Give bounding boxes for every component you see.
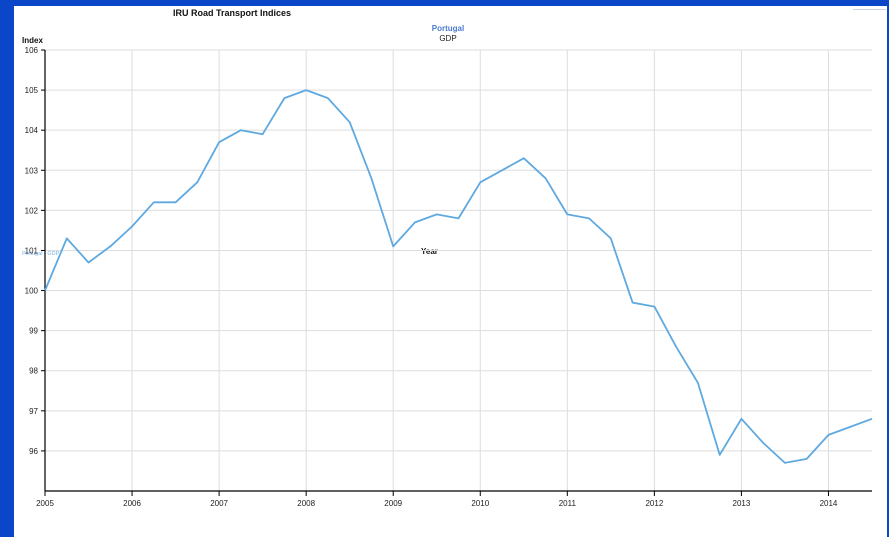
y-tick-label: 99 — [29, 327, 38, 336]
data-point — [653, 305, 655, 307]
x-tick-label: 2006 — [123, 499, 141, 508]
x-axis-label: Year — [421, 247, 438, 256]
data-point — [827, 434, 829, 436]
series-layer — [44, 89, 873, 464]
panel-corner-edge — [853, 6, 886, 10]
data-point — [66, 237, 68, 239]
data-point — [740, 418, 742, 420]
subtitle-series: GDP — [439, 34, 456, 43]
data-point — [109, 245, 111, 247]
y-tick-label: 106 — [25, 46, 39, 55]
data-point — [718, 454, 720, 456]
data-point — [697, 382, 699, 384]
data-point — [806, 458, 808, 460]
data-point — [436, 213, 438, 215]
x-tick-label: 2010 — [471, 499, 489, 508]
data-point — [414, 221, 416, 223]
data-point — [610, 237, 612, 239]
data-point — [871, 418, 873, 420]
x-tick-label: 2011 — [559, 499, 577, 508]
y-tick-label: 97 — [29, 407, 38, 416]
y-tick-label: 98 — [29, 367, 38, 376]
data-point — [327, 97, 329, 99]
data-point — [631, 301, 633, 303]
data-point — [566, 213, 568, 215]
data-point — [44, 289, 46, 291]
data-point — [849, 426, 851, 428]
data-point — [131, 225, 133, 227]
x-tick-label: 2009 — [384, 499, 402, 508]
x-tick-label: 2007 — [210, 499, 228, 508]
data-point — [588, 217, 590, 219]
x-tick-label: 2013 — [733, 499, 751, 508]
data-point — [196, 181, 198, 183]
data-point — [305, 89, 307, 91]
inline-series-label: Portugal - GDP — [22, 251, 60, 257]
x-tick-label: 2012 — [645, 499, 663, 508]
x-tick-label: 2005 — [36, 499, 54, 508]
data-point — [544, 177, 546, 179]
data-point — [457, 217, 459, 219]
series-line — [44, 89, 873, 464]
x-tick-label: 2014 — [820, 499, 838, 508]
data-point — [174, 201, 176, 203]
y-tick-label: 103 — [25, 166, 39, 175]
data-point — [153, 201, 155, 203]
data-point — [240, 129, 242, 131]
data-point — [87, 261, 89, 263]
data-point — [261, 133, 263, 135]
y-tick-label: 104 — [25, 126, 39, 135]
data-point — [479, 181, 481, 183]
data-point — [283, 97, 285, 99]
subtitle-country: Portugal — [432, 24, 464, 33]
data-point — [501, 169, 503, 171]
y-tick-label: 102 — [25, 206, 39, 215]
chart-title: IRU Road Transport Indices — [173, 8, 291, 18]
x-tick-label: 2008 — [297, 499, 315, 508]
data-point — [523, 157, 525, 159]
y-tick-label: 101 — [25, 246, 39, 255]
y-tick-label: 105 — [25, 86, 39, 95]
tick-labels: 96 97 98 99 100 101 102 103 104 105 106 2005 2006 200… — [25, 46, 838, 508]
grid — [44, 49, 872, 491]
y-axis-label: Index — [22, 36, 43, 45]
y-tick-label: 96 — [29, 447, 38, 456]
data-point — [370, 177, 372, 179]
data-point — [348, 121, 350, 123]
data-point — [762, 442, 764, 444]
data-point — [784, 462, 786, 464]
data-point — [675, 345, 677, 347]
data-point — [218, 141, 220, 143]
axes — [41, 49, 872, 496]
y-tick-label: 100 — [25, 287, 39, 296]
data-point — [392, 245, 394, 247]
